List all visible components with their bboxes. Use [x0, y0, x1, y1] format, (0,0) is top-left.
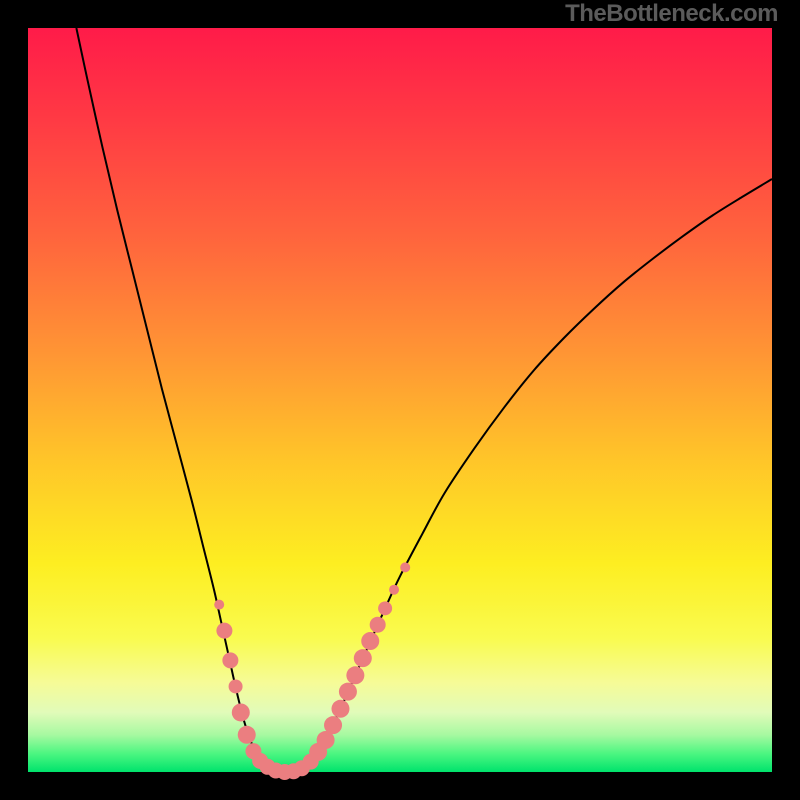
curve-marker — [378, 601, 392, 615]
curve-marker — [389, 585, 399, 595]
curve-marker — [216, 623, 232, 639]
curve-marker — [324, 716, 342, 734]
curve-marker — [214, 600, 224, 610]
curve-marker — [238, 726, 256, 744]
curve-marker — [331, 700, 349, 718]
curve-marker — [232, 703, 250, 721]
plot-background — [28, 28, 772, 772]
curve-marker — [229, 679, 243, 693]
curve-marker — [361, 632, 379, 650]
curve-marker — [370, 617, 386, 633]
curve-marker — [400, 562, 410, 572]
watermark-text: TheBottleneck.com — [565, 0, 778, 28]
curve-marker — [354, 649, 372, 667]
curve-marker — [339, 683, 357, 701]
chart-root — [0, 0, 800, 800]
curve-marker — [346, 666, 364, 684]
curve-marker — [222, 652, 238, 668]
